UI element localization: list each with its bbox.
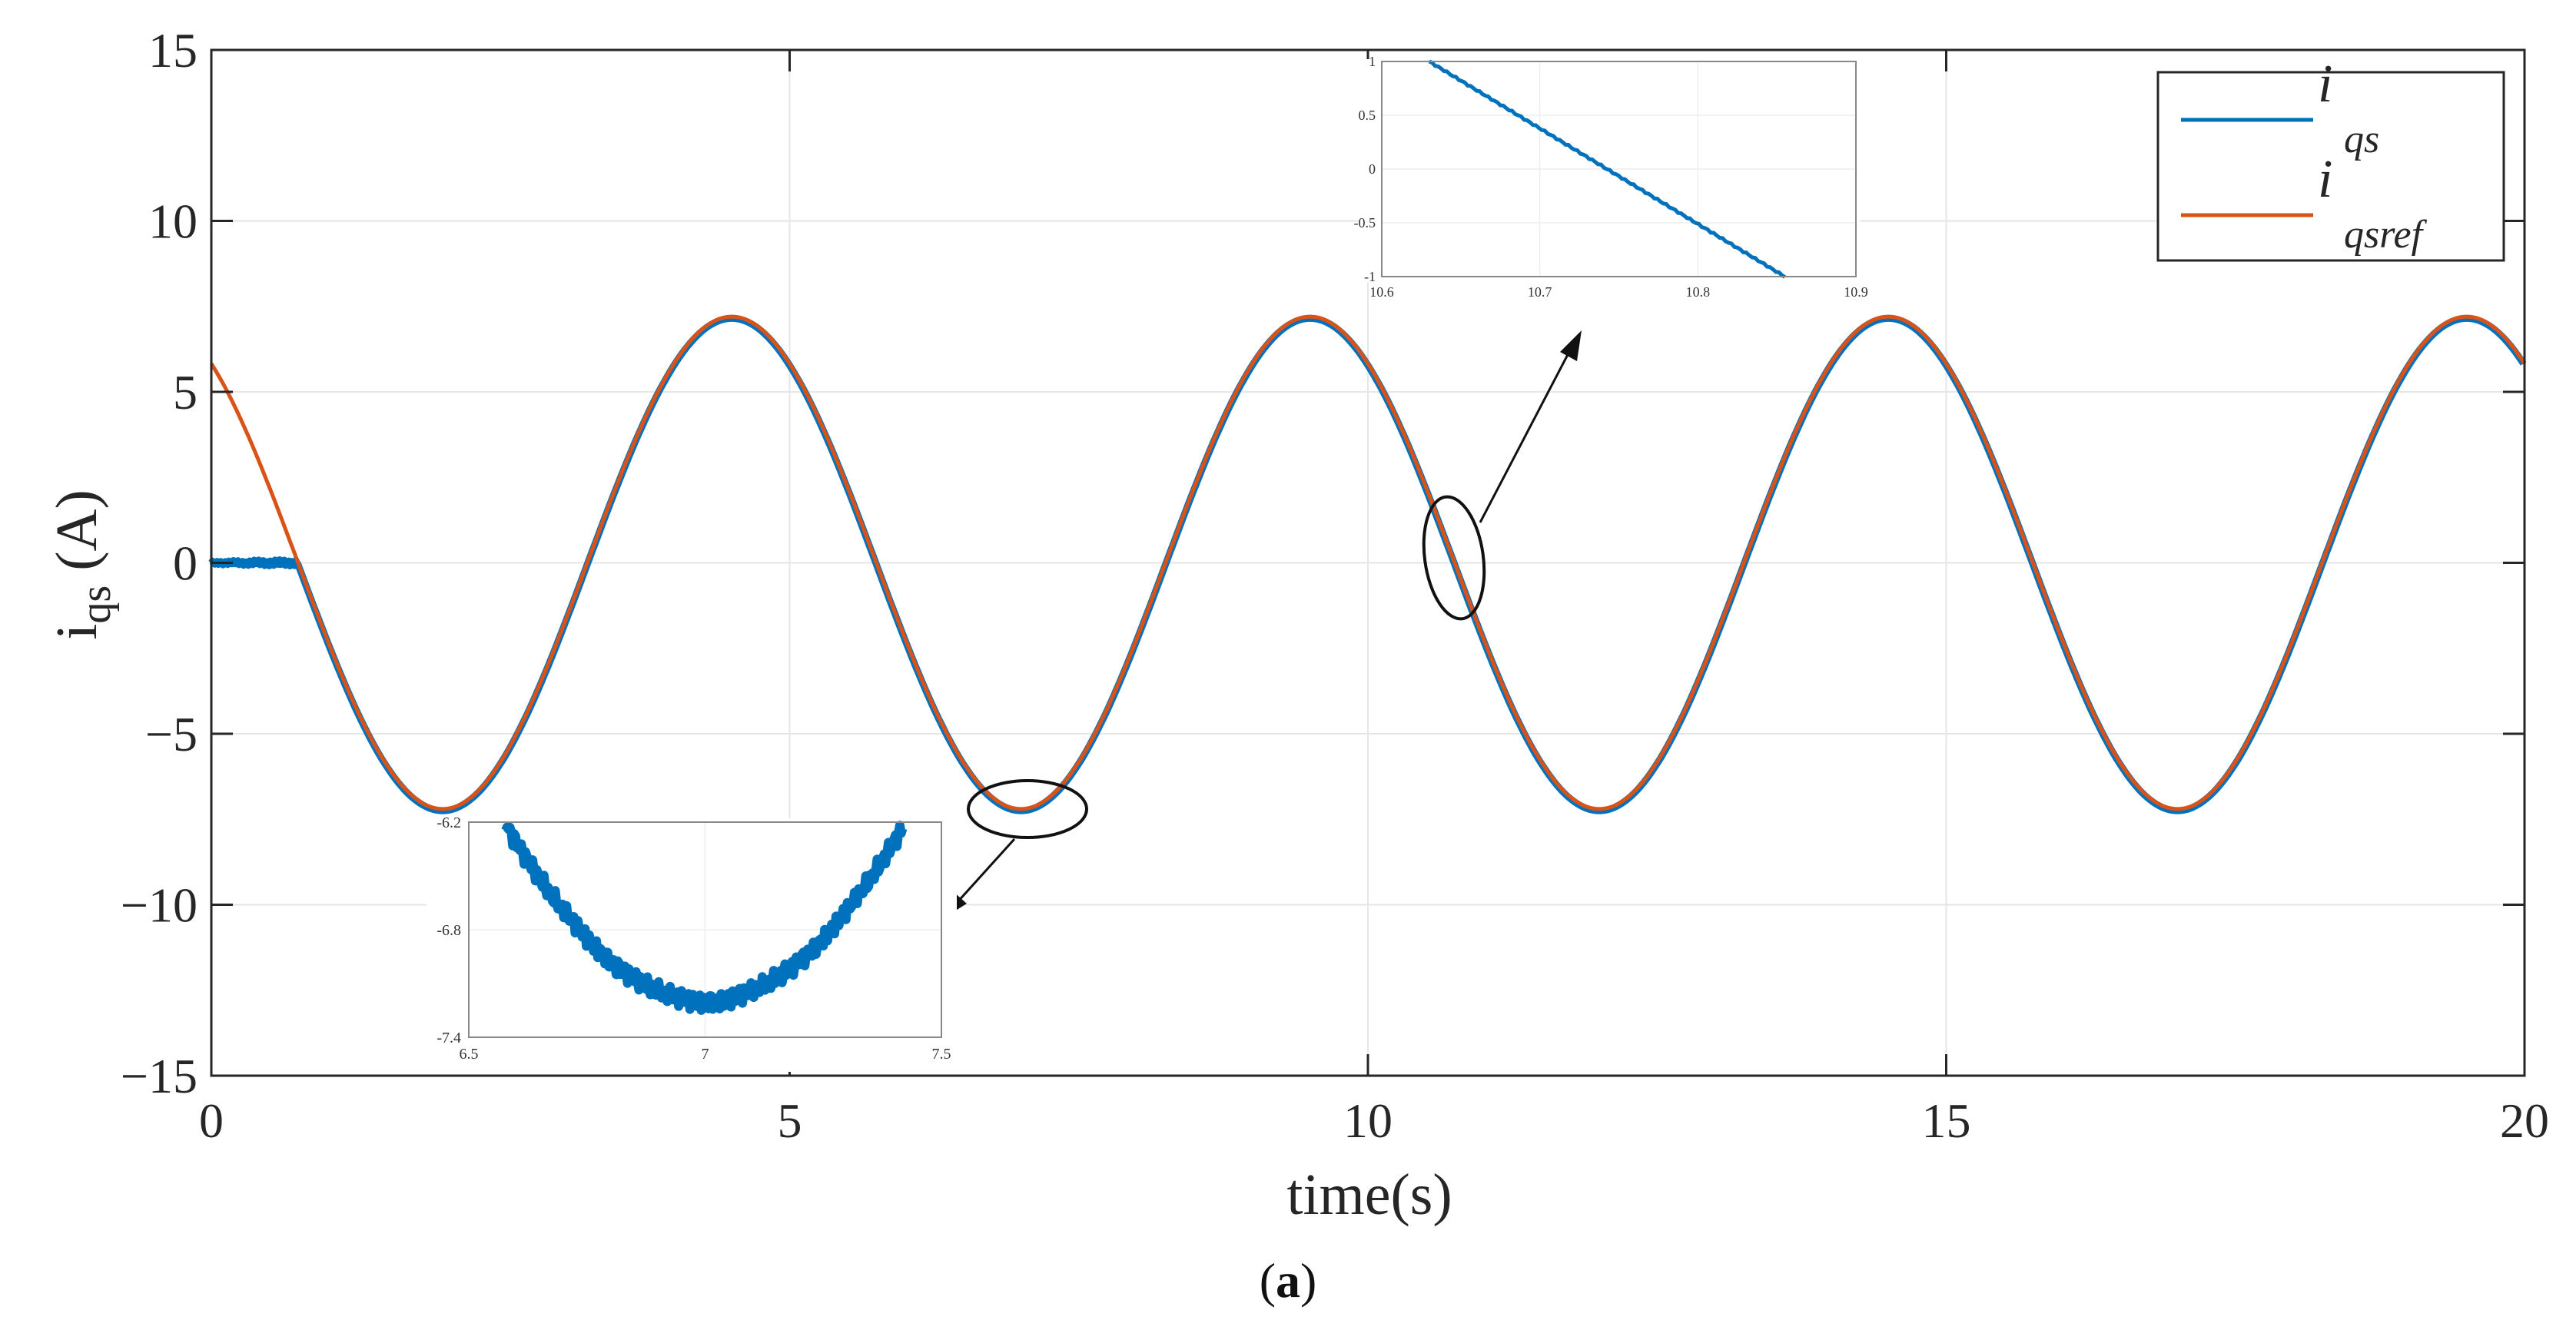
inset-trough-tick-labels: 6.5 7 7.5 -6.2 -6.8 -7.4 [437,814,951,1063]
x-tick-label: 20 [2500,1093,2549,1148]
inset-crossing-y-tick-label: -1 [1364,269,1376,284]
zoom-ellipse-trough [967,779,1088,839]
y-tick-labels: 15 10 5 0 −5 −10 −15 [121,23,198,1103]
inset-trough-background [427,818,957,1072]
inset-crossing-series-qs [1428,59,1786,279]
inset-crossing-y-tick-label: -0.5 [1354,215,1376,231]
x-tick-label: 15 [1922,1093,1971,1148]
inset-trough-x-tick-label: 7.5 [932,1046,951,1063]
inset-crossing-x-tick-label: 10.6 [1369,284,1394,300]
zoom-arrow-trough [955,838,1016,904]
caption-close: ) [1300,1253,1317,1308]
x-tick-labels: 0 5 10 15 20 [199,1093,2549,1148]
y-tick-label: 0 [173,536,198,591]
main-tick-marks [210,48,2526,1077]
y-tick-label: 10 [148,194,198,249]
y-tick-label: 5 [173,365,198,420]
svg-text:iqs (A): iqs (A) [45,489,120,639]
legend: i qs i qsref [2156,55,2505,262]
y-tick-label: −15 [121,1049,198,1103]
inset-trough-y-tick-label: -7.4 [437,1030,461,1046]
inset-crossing-x-tick-label: 10.9 [1844,284,1868,300]
main-series-lines [208,314,2527,814]
legend-box [2156,71,2505,262]
legend-label-qs-base: i [2318,55,2332,114]
inset-crossing-y-tick-label: 0.5 [1359,108,1376,123]
zoom-ellipse-crossing [1422,495,1486,621]
series-line-qsref [209,314,2527,811]
x-tick-label: 5 [778,1093,802,1148]
inset-crossing-tick-labels: 10.6 10.7 10.8 10.9 1 0.5 0 -0.5 -1 [1354,54,1868,300]
figure-caption: (a) [0,1252,2576,1309]
inset-trough-x-tick-label: 6.5 [460,1046,479,1063]
y-tick-label: 15 [148,23,198,78]
inset-trough-y-tick-label: -6.2 [437,814,461,831]
y-axis-label-sub: qs [72,585,120,624]
inset-trough-frame [468,821,942,1038]
y-tick-label: −10 [121,878,198,933]
inset-trough-x-tick-label: 7 [702,1046,709,1063]
x-tick-label: 0 [199,1093,224,1148]
legend-label-qsref-sub: qsref [2344,213,2428,257]
inset-crossing-x-tick-label: 10.7 [1528,284,1552,300]
caption-letter: a [1276,1253,1300,1308]
inset-trough-y-tick-label: -6.8 [437,922,461,939]
inset-crossing-series [1428,59,1786,279]
legend-label-qs-sub: qs [2344,118,2379,161]
inset-trough: 6.5 7 7.5 -6.2 -6.8 -7.4 [427,814,957,1072]
zoom-arrowhead-crossing [1560,330,1582,361]
inset-crossing-y-tick-label: 0 [1369,161,1376,177]
y-axis-label: iqs (A) [45,489,120,639]
y-axis-label-unit: (A) [45,489,109,585]
inset-crossing-x-tick-label: 10.8 [1686,284,1711,300]
x-tick-label: 10 [1343,1093,1393,1148]
inset-crossing-y-tick-label: 1 [1369,54,1376,69]
inset-crossing: 10.6 10.7 10.8 10.9 1 0.5 0 -0.5 -1 [1354,54,1868,300]
x-axis-label: time(s) [1286,1163,1452,1227]
caption-open: ( [1259,1253,1276,1308]
y-axis-label-base: i [45,624,109,640]
legend-label-qsref-base: i [2318,150,2332,209]
y-tick-label: −5 [145,707,198,761]
zoom-arrow-crossing [1479,347,1573,523]
inset-crossing-frame [1381,61,1857,277]
